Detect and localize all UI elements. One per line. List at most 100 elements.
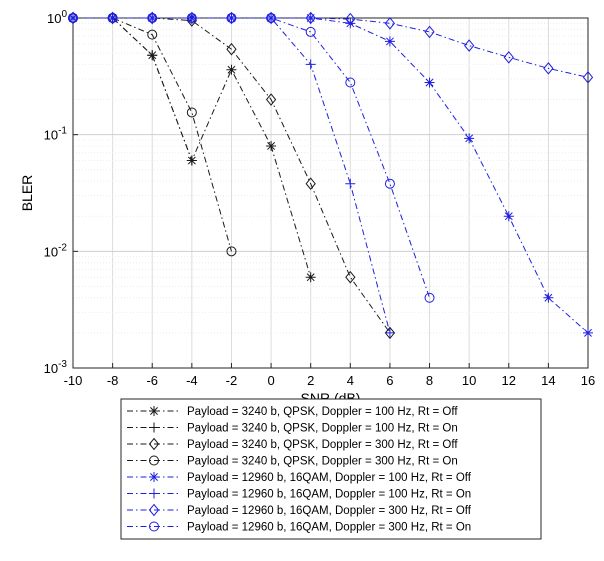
data-point [503,51,514,64]
legend-label: Payload = 3240 b, QPSK, Doppler = 300 Hz… [187,439,458,451]
x-tick-label: 0 [267,373,274,388]
legend-label: Payload = 12960 b, 16QAM, Doppler = 300 … [187,522,471,534]
y-axis: 10-3 10-2 10-1 100 [44,9,78,376]
data-point [464,39,475,52]
data-point [305,26,316,37]
data-point [384,36,395,47]
x-tick-label: 10 [462,373,476,388]
series-circle [68,13,435,303]
legend-label: Payload = 12960 b, 16QAM, Doppler = 100 … [187,489,471,501]
data-point [226,13,237,23]
data-point [503,211,514,222]
plot-frame [72,17,589,369]
y-tick-label: 10-1 [44,126,68,143]
legend-marker [149,406,159,416]
data-point [226,11,237,25]
legend-marker [149,521,159,532]
data-point [266,13,277,23]
data-point [107,13,118,23]
x-tick-label: 16 [581,373,595,388]
data-point [226,246,237,257]
x-tick-label: 14 [541,373,555,388]
x-tick-label: -2 [226,373,238,388]
data-point [384,326,396,340]
data-point [345,18,356,29]
legend-item: Payload = 12960 b, 16QAM, Doppler = 300 … [127,503,472,517]
x-tick-label: 6 [386,373,393,388]
x-tick-label: 4 [347,373,354,388]
data-point [186,14,197,27]
data-point [226,42,237,56]
series-line [73,17,431,298]
legend-item: Payload = 3240 b, QPSK, Doppler = 300 Hz… [127,437,458,451]
data-point [226,64,237,75]
y-tick-label: 100 [47,9,67,26]
data-point [265,11,277,25]
legend-item: Payload = 3240 b, QPSK, Doppler = 300 Hz… [127,455,458,468]
data-point [305,177,316,190]
x-tick-label: -4 [186,373,198,388]
series-line [73,17,232,252]
y-tick-label: 10-2 [44,242,68,259]
data-point [186,13,197,23]
legend-label: Payload = 12960 b, 16QAM, Doppler = 300 … [187,505,472,517]
data-point [424,292,435,303]
data-point [147,50,158,61]
x-tick-label: 12 [502,373,516,388]
data-point [424,25,435,39]
legend-label: Payload = 3240 b, QPSK, Doppler = 100 Hz… [187,423,458,435]
legend-item: Payload = 12960 b, 16QAM, Doppler = 100 … [127,472,472,484]
y-tick-label: 10-3 [44,359,68,376]
data-point [583,327,593,338]
data-point [345,178,356,189]
x-tick-label: -10 [64,373,83,388]
data-point [305,272,316,283]
legend-label: Payload = 3240 b, QPSK, Doppler = 100 Hz… [187,406,458,418]
series-layer [67,11,594,340]
legend-marker [148,503,160,517]
y-axis-label: BLER [19,175,35,212]
legend-item: Payload = 3240 b, QPSK, Doppler = 100 Hz… [127,422,458,435]
data-point [265,93,277,106]
data-point [345,270,356,284]
legend: Payload = 3240 b, QPSK, Doppler = 100 Hz… [120,398,542,540]
legend-item: Payload = 12960 b, 16QAM, Doppler = 100 … [127,488,471,501]
data-point [424,77,435,88]
data-point [345,77,356,88]
data-point [305,11,316,25]
data-point [147,11,158,25]
series-line [73,17,391,334]
legend-item: Payload = 12960 b, 16QAM, Doppler = 300 … [127,521,471,534]
data-point [67,11,79,25]
data-point [305,59,316,70]
legend-marker [148,437,160,451]
data-point [543,62,554,75]
legend-marker [149,422,159,433]
data-point [543,292,554,303]
legend-marker [149,488,159,499]
x-tick-label: -6 [146,373,158,388]
x-tick-label: -8 [107,373,119,388]
legend-label: Payload = 3240 b, QPSK, Doppler = 300 Hz… [187,456,458,468]
data-point [147,29,158,40]
data-point [384,327,395,338]
data-point [186,107,197,118]
x-tick-label: 8 [426,373,433,388]
legend-marker [149,455,159,466]
data-point [305,13,316,23]
data-point [582,71,594,84]
data-point [345,12,356,26]
data-point [464,133,475,144]
data-point [384,17,396,30]
data-point [266,140,277,151]
data-point [147,13,158,23]
data-point [68,13,78,23]
legend-box [120,398,542,540]
x-tick-label: 2 [307,373,314,388]
data-point [186,155,197,166]
data-point [186,11,197,25]
x-axis: -10 -8 -6 -4 -2 0 2 4 6 8 10 12 14 16 [64,363,595,388]
legend-item: Payload = 3240 b, QPSK, Doppler = 100 Hz… [127,406,458,418]
data-point [107,11,118,25]
